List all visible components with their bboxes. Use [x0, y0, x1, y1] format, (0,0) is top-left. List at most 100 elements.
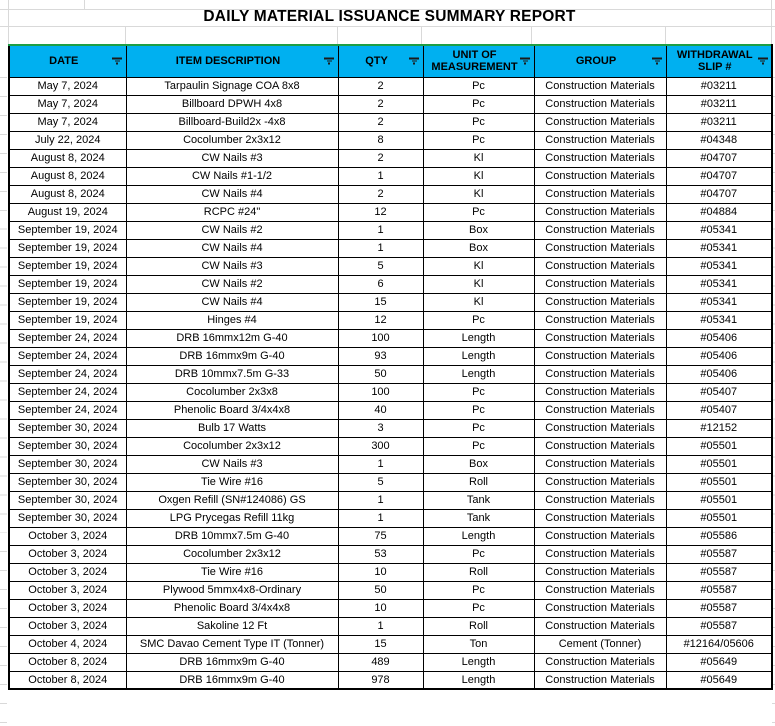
filter-icon[interactable]: [324, 57, 335, 66]
table-cell[interactable]: September 30, 2024: [8, 490, 127, 510]
table-cell[interactable]: Roll: [422, 616, 535, 636]
table-cell[interactable]: #05407: [665, 400, 773, 420]
table-cell[interactable]: Hinges #4: [125, 310, 339, 330]
table-cell[interactable]: September 24, 2024: [8, 346, 127, 366]
column-header-qty[interactable]: QTY: [337, 44, 424, 78]
table-cell[interactable]: Construction Materials: [533, 616, 667, 636]
table-cell[interactable]: Kl: [422, 292, 535, 312]
table-cell[interactable]: Construction Materials: [533, 544, 667, 564]
table-cell[interactable]: #12152: [665, 418, 773, 438]
table-cell[interactable]: August 8, 2024: [8, 184, 127, 204]
table-cell[interactable]: #04348: [665, 130, 773, 150]
table-cell[interactable]: 5: [337, 256, 424, 276]
table-cell[interactable]: Pc: [422, 94, 535, 114]
table-cell[interactable]: September 24, 2024: [8, 382, 127, 402]
table-cell[interactable]: Tarpaulin Signage COA 8x8: [125, 76, 339, 96]
table-cell[interactable]: September 30, 2024: [8, 508, 127, 528]
table-cell[interactable]: CW Nails #3: [125, 148, 339, 168]
table-cell[interactable]: Construction Materials: [533, 130, 667, 150]
table-cell[interactable]: September 30, 2024: [8, 472, 127, 492]
table-cell[interactable]: CW Nails #3: [125, 454, 339, 474]
table-cell[interactable]: 12: [337, 310, 424, 330]
table-cell[interactable]: July 22, 2024: [8, 130, 127, 150]
table-cell[interactable]: Tie Wire #16: [125, 472, 339, 492]
table-cell[interactable]: 8: [337, 130, 424, 150]
table-cell[interactable]: Construction Materials: [533, 652, 667, 672]
table-cell[interactable]: 15: [337, 634, 424, 654]
table-cell[interactable]: #05587: [665, 598, 773, 618]
table-cell[interactable]: September 19, 2024: [8, 310, 127, 330]
table-cell[interactable]: Construction Materials: [533, 310, 667, 330]
column-header-item-description[interactable]: ITEM DESCRIPTION: [125, 44, 339, 78]
table-cell[interactable]: #05341: [665, 274, 773, 294]
table-cell[interactable]: Ton: [422, 634, 535, 654]
table-cell[interactable]: October 3, 2024: [8, 616, 127, 636]
table-cell[interactable]: Construction Materials: [533, 328, 667, 348]
table-cell[interactable]: Construction Materials: [533, 364, 667, 384]
table-cell[interactable]: May 7, 2024: [8, 94, 127, 114]
table-cell[interactable]: DRB 16mmx12m G-40: [125, 328, 339, 348]
table-cell[interactable]: Construction Materials: [533, 490, 667, 510]
table-cell[interactable]: August 8, 2024: [8, 148, 127, 168]
table-cell[interactable]: 1: [337, 220, 424, 240]
table-cell[interactable]: Construction Materials: [533, 94, 667, 114]
table-cell[interactable]: Construction Materials: [533, 670, 667, 690]
table-cell[interactable]: Pc: [422, 310, 535, 330]
table-cell[interactable]: #04884: [665, 202, 773, 222]
table-cell[interactable]: 2: [337, 76, 424, 96]
table-cell[interactable]: September 19, 2024: [8, 274, 127, 294]
table-cell[interactable]: Construction Materials: [533, 454, 667, 474]
column-header-date[interactable]: DATE: [8, 44, 127, 78]
table-cell[interactable]: September 19, 2024: [8, 220, 127, 240]
table-cell[interactable]: #05587: [665, 580, 773, 600]
table-cell[interactable]: October 4, 2024: [8, 634, 127, 654]
table-cell[interactable]: CW Nails #4: [125, 184, 339, 204]
table-cell[interactable]: DRB 16mmx9m G-40: [125, 670, 339, 690]
table-cell[interactable]: 10: [337, 562, 424, 582]
table-cell[interactable]: Kl: [422, 256, 535, 276]
table-cell[interactable]: Roll: [422, 562, 535, 582]
table-cell[interactable]: May 7, 2024: [8, 76, 127, 96]
column-header-withdrawal-slip[interactable]: WITHDRAWAL SLIP #: [665, 44, 773, 78]
table-cell[interactable]: 93: [337, 346, 424, 366]
table-cell[interactable]: #05341: [665, 310, 773, 330]
filter-icon[interactable]: [757, 57, 768, 66]
table-cell[interactable]: #05501: [665, 436, 773, 456]
table-cell[interactable]: DRB 16mmx9m G-40: [125, 346, 339, 366]
table-cell[interactable]: Construction Materials: [533, 400, 667, 420]
table-cell[interactable]: #05341: [665, 292, 773, 312]
table-cell[interactable]: Pc: [422, 76, 535, 96]
table-cell[interactable]: DRB 16mmx9m G-40: [125, 652, 339, 672]
table-cell[interactable]: October 3, 2024: [8, 598, 127, 618]
table-cell[interactable]: Plywood 5mmx4x8-Ordinary: [125, 580, 339, 600]
table-cell[interactable]: 50: [337, 364, 424, 384]
filter-icon[interactable]: [520, 57, 531, 66]
table-cell[interactable]: #05501: [665, 508, 773, 528]
table-cell[interactable]: October 3, 2024: [8, 580, 127, 600]
table-cell[interactable]: 2: [337, 94, 424, 114]
table-cell[interactable]: Cocolumber 2x3x8: [125, 382, 339, 402]
table-cell[interactable]: CW Nails #3: [125, 256, 339, 276]
table-cell[interactable]: Billboard DPWH 4x8: [125, 94, 339, 114]
table-cell[interactable]: Construction Materials: [533, 220, 667, 240]
table-cell[interactable]: Construction Materials: [533, 472, 667, 492]
table-cell[interactable]: #05501: [665, 472, 773, 492]
table-cell[interactable]: 2: [337, 112, 424, 132]
table-cell[interactable]: 5: [337, 472, 424, 492]
column-header-group[interactable]: GROUP: [533, 44, 667, 78]
table-cell[interactable]: Pc: [422, 112, 535, 132]
table-cell[interactable]: Pc: [422, 544, 535, 564]
table-cell[interactable]: #05587: [665, 544, 773, 564]
table-cell[interactable]: 1: [337, 166, 424, 186]
table-cell[interactable]: #05587: [665, 562, 773, 582]
table-cell[interactable]: 1: [337, 238, 424, 258]
table-cell[interactable]: Construction Materials: [533, 76, 667, 96]
table-cell[interactable]: SMC Davao Cement Type IT (Tonner): [125, 634, 339, 654]
table-cell[interactable]: #05649: [665, 652, 773, 672]
table-cell[interactable]: CW Nails #1-1/2: [125, 166, 339, 186]
table-cell[interactable]: Construction Materials: [533, 382, 667, 402]
table-cell[interactable]: DRB 10mmx7.5m G-33: [125, 364, 339, 384]
table-cell[interactable]: Bulb 17 Watts: [125, 418, 339, 438]
table-cell[interactable]: #04707: [665, 166, 773, 186]
table-cell[interactable]: #03211: [665, 76, 773, 96]
